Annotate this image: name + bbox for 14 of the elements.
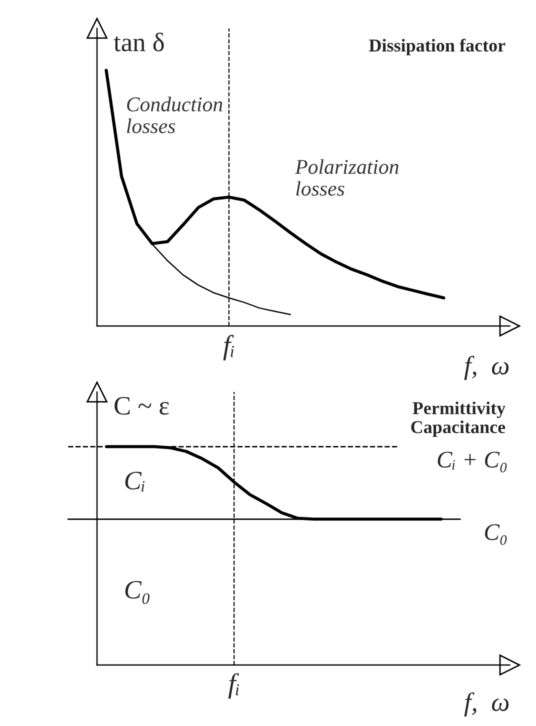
ref-line-label: Cᵢ + C₀ [438, 452, 507, 472]
chart-title: Dissipation factor [369, 38, 506, 56]
y-axis-title: tan δ [114, 32, 164, 52]
annotation: Conduction losses [127, 96, 222, 134]
ref-line-label: C₀ [485, 524, 507, 545]
chart-title: Permittivity Capacitance [411, 402, 506, 437]
annotation: Polarization losses [295, 159, 398, 196]
annotation: C₀ [125, 580, 150, 604]
text: fᵢ [223, 334, 234, 360]
annotation: Cᵢ [125, 472, 145, 492]
text: fᵢ [228, 673, 239, 699]
x-axis-title: f, ω [464, 692, 509, 717]
y-axis-title: C ~ ε [114, 396, 169, 415]
x-axis-title: f, ω [464, 356, 509, 380]
